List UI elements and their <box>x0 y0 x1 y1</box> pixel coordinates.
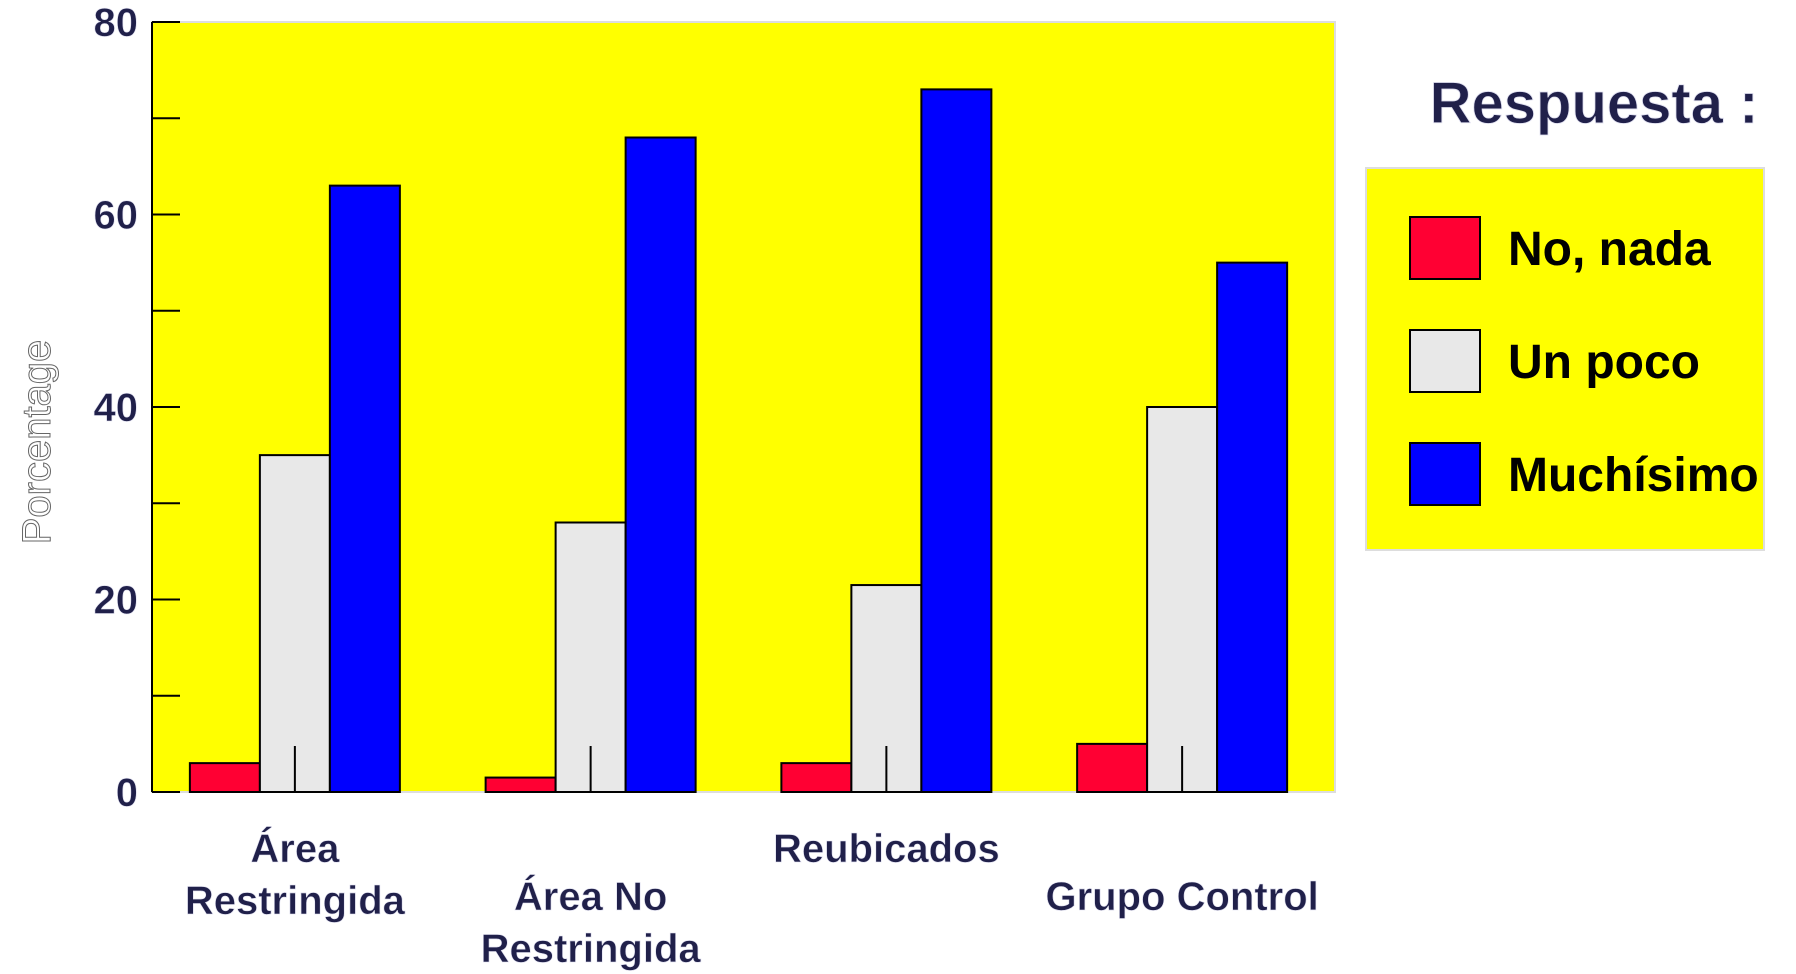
y-ticks: 0 20 40 60 80 <box>93 1 180 815</box>
bars-layer <box>188 88 1289 793</box>
bar-muchísimo-0 <box>328 184 401 793</box>
x-category-labels: Área Restringida Área No Restringida Reubica… <box>185 826 1320 972</box>
y-axis-label: Porcentage <box>15 340 59 545</box>
legend-label: Un poco <box>1508 336 1700 389</box>
x-category-label: Área No Restringida <box>481 874 702 971</box>
y-tick-label: 40 <box>94 386 139 430</box>
y-tick-label: 80 <box>94 1 139 45</box>
y-tick-label: 60 <box>94 194 139 238</box>
legend-swatch <box>1409 216 1481 280</box>
legend-label: No, nada <box>1508 223 1711 276</box>
bar-un-poco-0 <box>258 454 331 793</box>
y-tick-label: 20 <box>94 579 139 623</box>
bar-no-nada-3 <box>1076 742 1149 793</box>
bar-muchísimo-2 <box>920 88 993 793</box>
bar-no-nada-2 <box>780 762 853 793</box>
x-category-label: Reubicados <box>773 827 1000 871</box>
legend-swatch <box>1409 329 1481 393</box>
bar-no-nada-0 <box>188 762 261 793</box>
bar-no-nada-1 <box>484 776 557 793</box>
bar-un-poco-3 <box>1146 406 1219 793</box>
bar-muchísimo-1 <box>624 136 697 793</box>
legend-label: Muchísimo <box>1508 449 1759 502</box>
legend-swatch <box>1409 442 1481 506</box>
legend-title: Respuesta : <box>1430 71 1759 136</box>
y-tick-label: 0 <box>116 771 138 815</box>
bar-muchísimo-3 <box>1216 261 1289 793</box>
legend-entries: No, nada Un poco Muchísimo <box>1409 216 1759 506</box>
x-category-label: Grupo Control <box>1045 875 1318 919</box>
x-category-label: Área Restringida <box>185 826 406 923</box>
